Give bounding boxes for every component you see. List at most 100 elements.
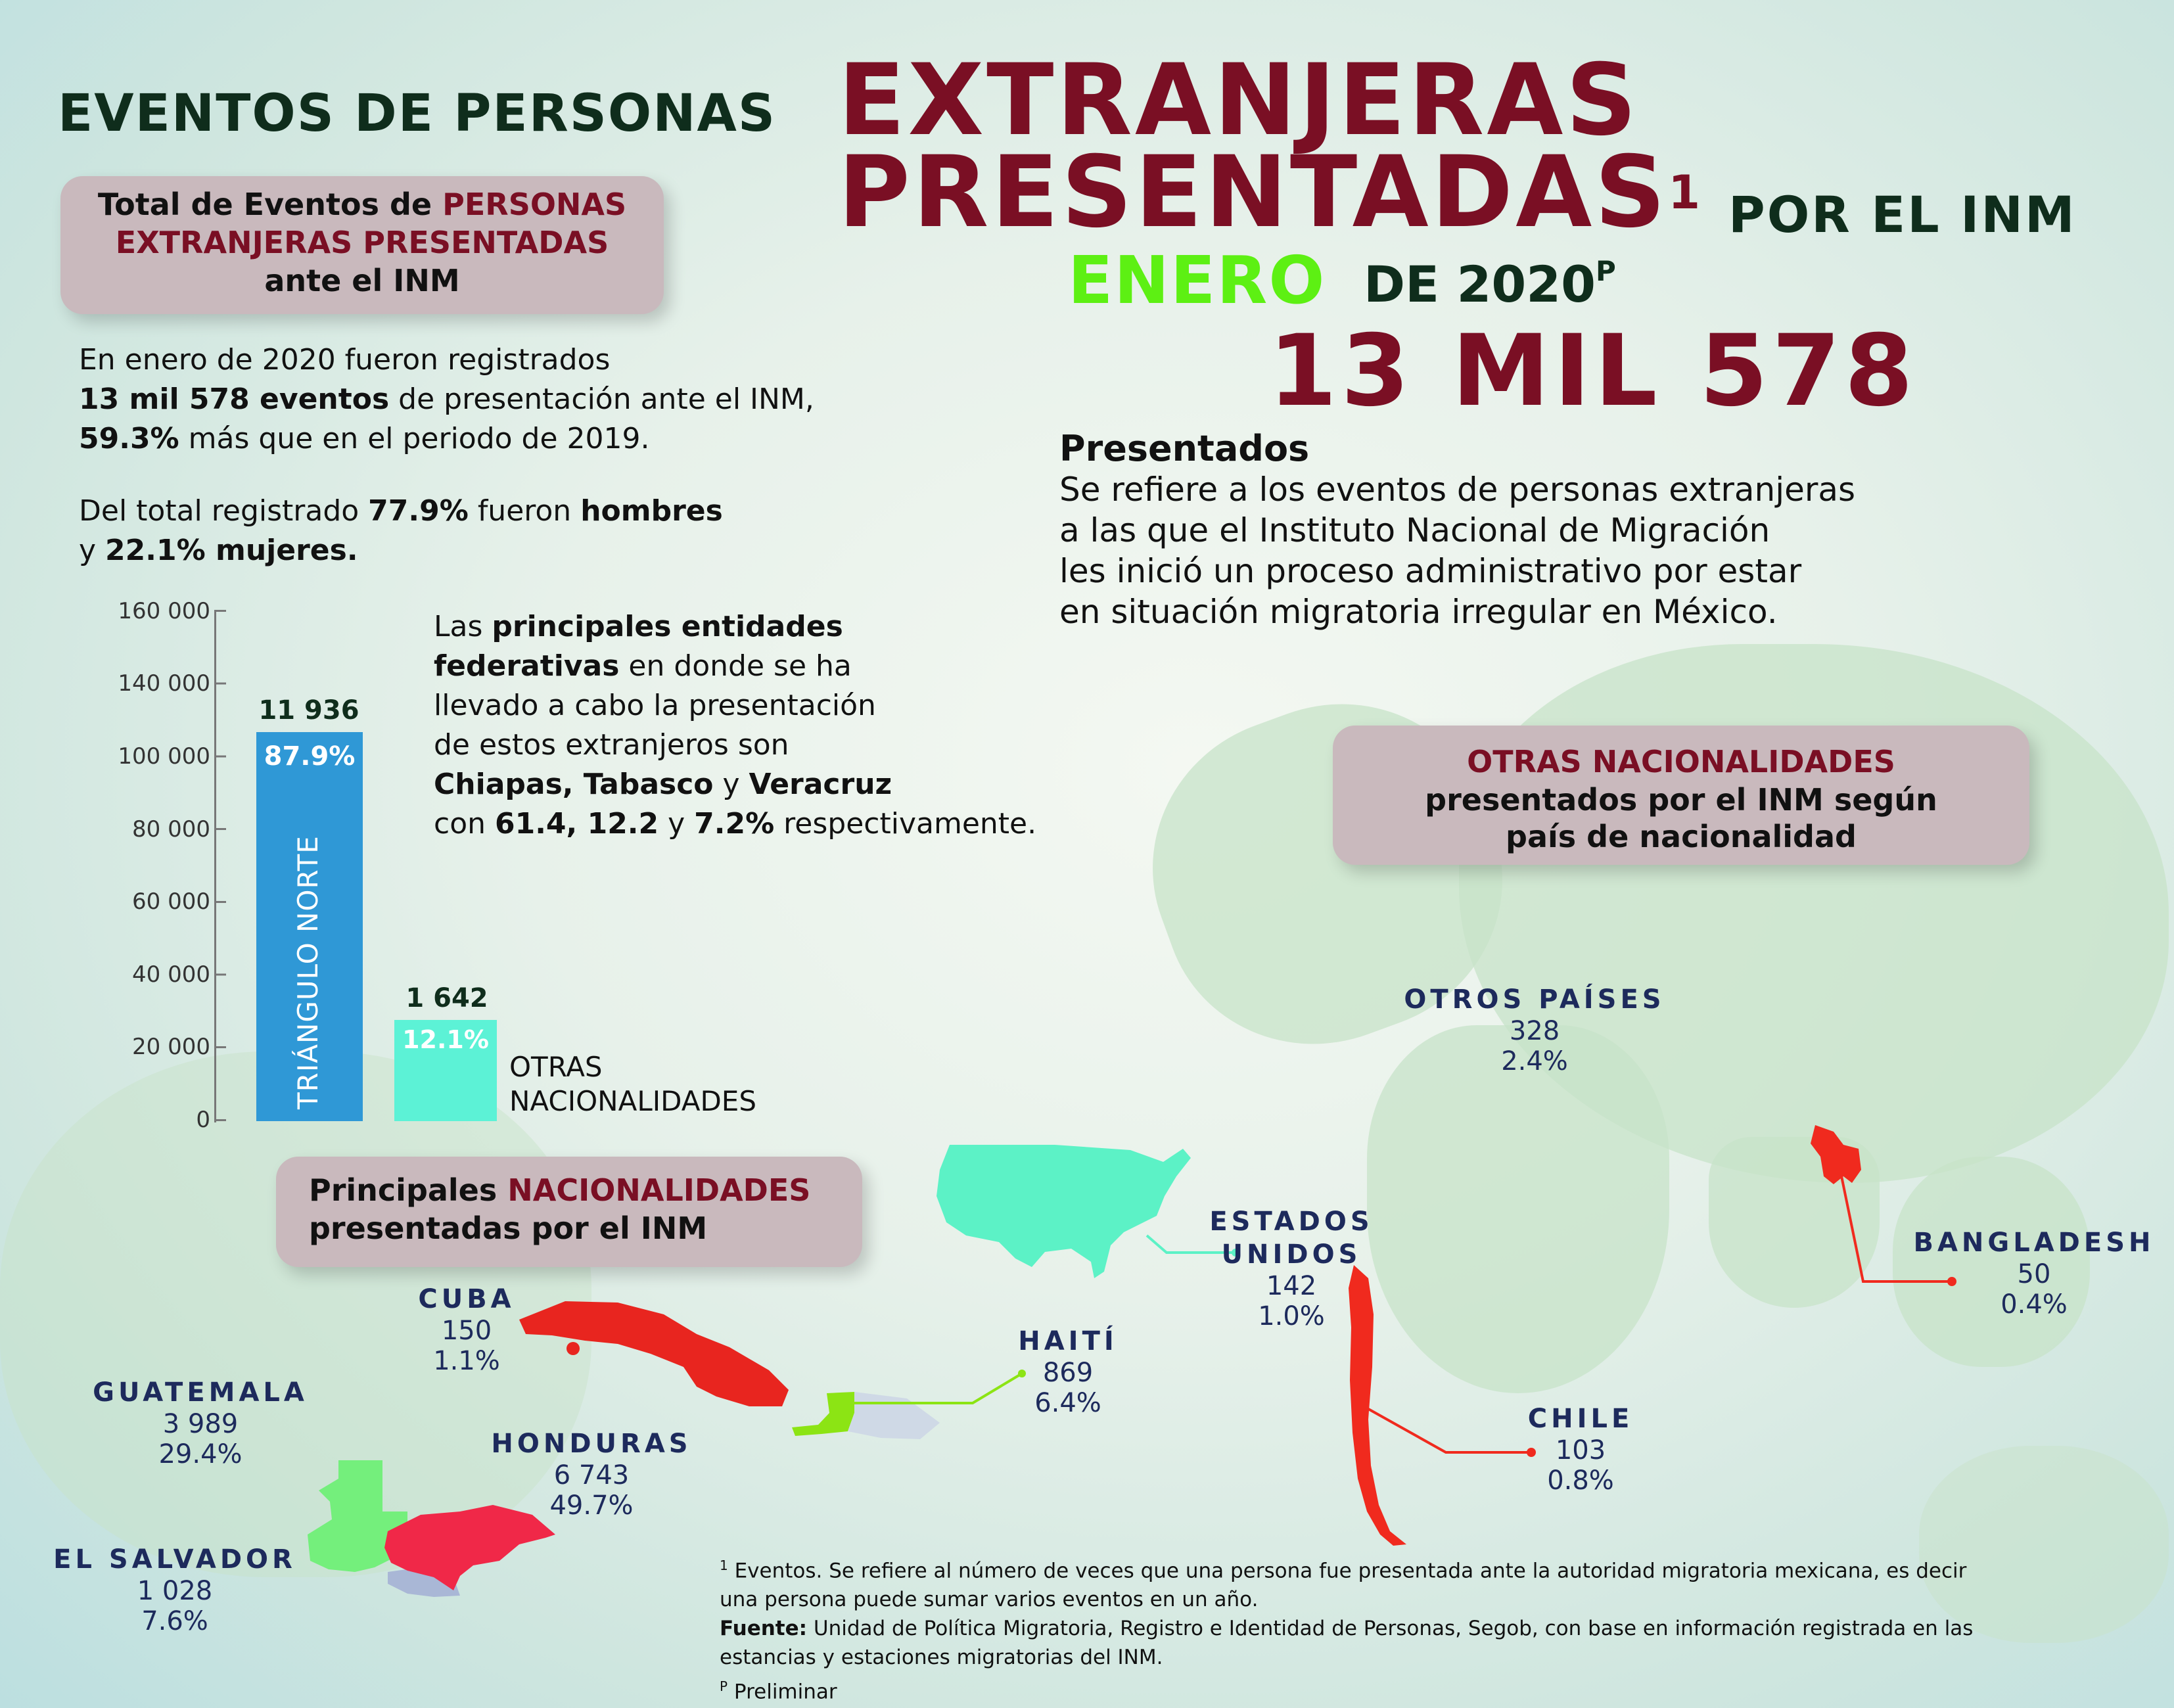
nat-box-l1b: NACIONALIDADES [507,1172,811,1208]
haiti-leader-dot [1018,1370,1026,1377]
chile-percent: 0.8% [1547,1466,1614,1496]
summary-line5: y 22.1% mujeres. [79,531,867,570]
bangladesh-shape [1811,1125,1861,1184]
footnote-1-cont: una persona puede sumar varios eventos e… [720,1588,1259,1612]
summary-line2-rest: de presentación ante el INM, [389,382,814,416]
total-box-line1a: Total de Eventos de [97,187,443,222]
title-month: ENERO [1068,242,1326,319]
entities-line4: de estos extranjeros son [434,728,789,762]
entities-line6: con 61.4, 12.2 y 7.2% respectivamente. [434,804,1091,844]
bangladesh-name: BANGLADESH [1913,1228,2155,1258]
label-cuba: CUBA 150 1.1% [407,1283,526,1376]
footnote-marker: 1 [1668,166,1703,219]
title-total: 13 MIL 578 [1268,314,1917,428]
definition-line2: a las que el Instituto Nacional de Migra… [1059,511,1770,549]
chile-name: CHILE [1527,1404,1634,1434]
chile-shape [1349,1265,1406,1546]
title-year: DE 2020P [1364,255,1616,313]
bangladesh-count: 50 [2017,1259,2051,1289]
bar-triangulo-norte: 87.9% TRIÁNGULO NORTE [256,732,363,1121]
bar-otras-nacionalidades: 12.1% [394,1020,497,1121]
entities-l: y [659,807,695,841]
total-box-line1b: PERSONAS [442,187,627,222]
nat-box-line2: presentadas por el INM [309,1211,708,1246]
chile-count: 103 [1555,1435,1606,1466]
summary-line3-rest: más que en el periodo de 2019. [179,422,650,455]
preliminary-marker: P [1595,255,1616,287]
other-label-line2: NACIONALIDADES [509,1085,756,1117]
y-tick-label: 20 000 [132,1034,210,1060]
bar-category-label: OTRAS NACIONALIDADES [509,1050,756,1119]
definition-line3: les inició un proceso administrativo por… [1059,552,1802,590]
y-axis-labels: 160 000 140 000 100 000 80 000 60 000 40… [66,591,210,1143]
summary-line4: Del total registrado 77.9% fueron hombre… [79,492,867,531]
entities-i: Veracruz [749,768,892,801]
other-nationalities-box: OTRAS NACIONALIDADES presentados por el … [1333,726,2029,865]
bar-value-label: 11 936 [258,695,359,726]
otros-percent: 2.4% [1501,1046,1568,1076]
total-box: Total de Eventos de PERSONAS EXTRANJERAS… [60,176,664,314]
entities-a: Las [434,610,492,643]
usa-leader-dot [1232,1249,1239,1257]
footnote-1-marker: 1 [720,1558,728,1573]
summary-men: hombres [580,494,723,528]
guatemala-name: GUATEMALA [93,1377,308,1408]
guatemala-percent: 29.4% [158,1439,243,1469]
summary-line4a: Del total registrado [79,494,369,528]
title-big-2: PRESENTADAS1 [838,143,1703,242]
entities-h: y [713,768,749,801]
nationalities-box: Principales NACIONALIDADES presentadas p… [276,1157,862,1267]
el-salvador-count: 1 028 [137,1576,213,1606]
usa-leader-line [1145,1234,1236,1254]
label-el-salvador: EL SALVADOR 1 028 7.6% [50,1543,300,1636]
entities-b: principales entidades [492,610,843,643]
entities-j: con [434,807,495,841]
entities-n: respectivamente. [774,807,1037,841]
australia-landmass [1919,1446,2169,1643]
honduras-count: 6 743 [553,1460,630,1490]
entities-line1: Las principales entidades [434,607,1091,647]
footnote-p-marker: P [720,1678,728,1695]
footnote-preliminary: P Preliminar [720,1672,2152,1706]
y-tick-label: 160 000 [118,598,210,624]
total-box-line3: ante el INM [264,263,460,298]
entities-g: Chiapas, Tabasco [434,768,714,801]
bangladesh-leader-line [1839,1169,1952,1283]
honduras-shape [384,1505,555,1590]
entities-line2: federativas en donde se ha [434,647,1091,686]
other-label-line1: OTRAS [509,1051,603,1083]
summary-line1: En enero de 2020 fueron registrados [79,343,611,377]
label-otros: OTROS PAÍSES 328 2.4% [1393,983,1676,1076]
footnote-source-label: Fuente: [720,1617,808,1641]
y-axis-ticks [214,610,226,1122]
y-tick-label: 80 000 [132,816,210,842]
footnote-p-text: Preliminar [728,1680,837,1704]
haiti-leader-line [848,1372,1023,1404]
title-year-text: DE 2020 [1364,255,1596,313]
el-salvador-percent: 7.6% [141,1606,208,1636]
nat-box-line1: Principales NACIONALIDADES [309,1171,862,1209]
total-box-line2: EXTRANJERAS PRESENTADAS [115,225,609,260]
footnote-1-text: Eventos. Se refiere al número de veces q… [728,1559,1967,1583]
guatemala-count: 3 989 [162,1409,239,1439]
cuba-percent: 1.1% [433,1346,500,1376]
label-haiti: HAITÍ 869 6.4% [1006,1325,1130,1418]
definition-line4: en situación migratoria irregular en Méx… [1059,593,1778,631]
other-box-line2: presentados por el INM según [1425,782,1937,818]
title-suffix: POR EL INM [1728,185,2077,244]
label-honduras: HONDURAS 6 743 49.7% [486,1427,697,1521]
footnote-1: 1 Eventos. Se refiere al número de veces… [720,1551,2152,1585]
guatemala-shape [308,1460,407,1572]
footnote-source: Fuente: Unidad de Política Migratoria, R… [720,1614,2152,1643]
y-tick-label: 60 000 [132,889,210,915]
honduras-name: HONDURAS [491,1429,692,1459]
haiti-name: HAITÍ [1018,1326,1118,1356]
summary-total-events: 13 mil 578 eventos [79,382,390,416]
cuba-shape [519,1301,789,1406]
title-prefix: EVENTOS DE PERSONAS [58,84,777,143]
label-bangladesh: BANGLADESH 50 0.4% [1912,1226,2156,1320]
entities-k: 61.4, 12.2 [494,807,659,841]
summary-growth: 59.3% [79,422,179,455]
usa-percent: 1.0% [1258,1301,1325,1331]
